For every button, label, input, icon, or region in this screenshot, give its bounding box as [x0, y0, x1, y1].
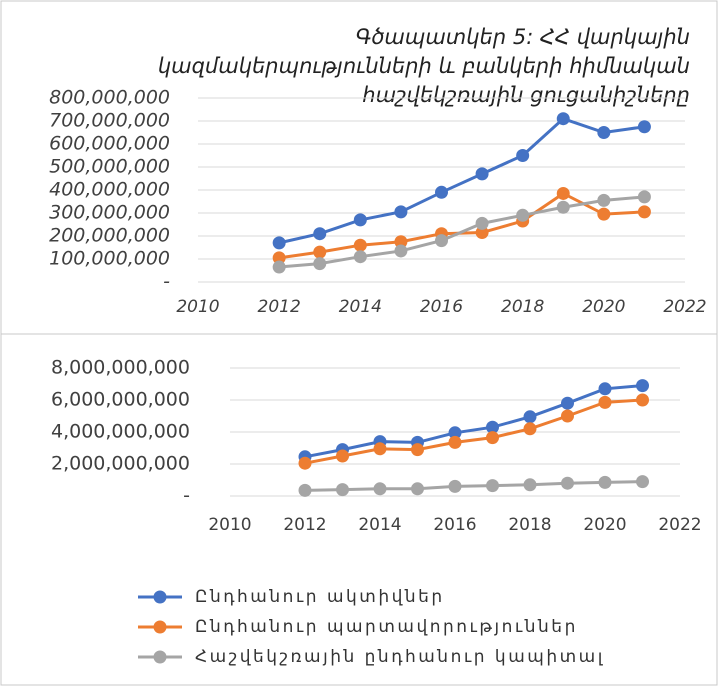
y-tick-label: - — [183, 485, 190, 507]
legend-label: Հաշվեկշռային ընդհանուր կապիտալ — [195, 647, 605, 667]
data-point — [636, 475, 649, 489]
series-line — [278, 116, 645, 245]
data-point — [411, 443, 424, 457]
x-tick-label: 2020 — [582, 297, 625, 317]
data-point — [373, 442, 387, 456]
y-tick-label: 4,000,000,000 — [51, 421, 190, 443]
data-point — [556, 186, 570, 200]
x-tick-label: 2014 — [339, 297, 382, 317]
data-point — [394, 235, 408, 249]
data-point — [556, 112, 570, 126]
y-tick-label: 2,000,000,000 — [51, 453, 190, 475]
data-point — [556, 200, 570, 214]
legend-marker — [153, 650, 167, 664]
data-point — [637, 190, 651, 204]
data-point — [523, 422, 537, 436]
legend-label: Ընդհանուր պարտավորություններ — [195, 617, 578, 637]
x-tick-label: 2014 — [358, 515, 401, 535]
x-tick-label: 2022 — [658, 515, 701, 535]
data-point — [313, 257, 327, 271]
data-point — [597, 126, 611, 139]
y-tick-label: 700,000,000 — [49, 110, 170, 132]
y-tick-label: 200,000,000 — [49, 225, 170, 247]
data-point — [523, 478, 537, 492]
data-point — [597, 193, 611, 207]
y-tick-label: 500,000,000 — [49, 156, 170, 178]
data-point — [394, 205, 408, 219]
data-point — [561, 476, 574, 490]
data-point — [272, 251, 286, 265]
data-point — [637, 205, 651, 219]
data-point — [313, 245, 327, 259]
x-tick-label: 2016 — [420, 297, 463, 317]
y-tick-label: 300,000,000 — [49, 202, 170, 224]
series-line — [304, 384, 643, 459]
data-point — [411, 482, 424, 496]
data-point — [448, 426, 462, 440]
y-tick-label: 100,000,000 — [49, 248, 170, 270]
series-line — [304, 398, 643, 465]
y-tick-label: 800,000,000 — [49, 87, 170, 109]
y-tick-label: 600,000,000 — [49, 133, 170, 155]
data-point — [486, 479, 499, 493]
data-point — [353, 213, 367, 227]
legend-label: Ընդհանուր ակտիվներ — [195, 587, 445, 607]
x-tick-label: 2012 — [258, 297, 301, 317]
data-point — [598, 382, 612, 396]
series-line — [279, 195, 645, 269]
x-tick-label: 2020 — [583, 515, 626, 535]
x-tick-label: 2018 — [508, 515, 551, 535]
data-point — [448, 479, 462, 493]
data-point — [336, 449, 349, 463]
data-point — [353, 250, 367, 264]
data-point — [373, 482, 387, 496]
data-point — [313, 227, 327, 241]
legend-marker — [153, 590, 167, 604]
x-tick-label: 2012 — [283, 515, 326, 535]
legend-marker — [153, 620, 167, 634]
chart-title: Գծապատկեր 5: ՀՀ վարկային — [356, 25, 690, 49]
data-point — [636, 379, 649, 393]
data-point — [435, 185, 448, 199]
y-tick-label: 8,000,000,000 — [51, 357, 190, 379]
data-point — [353, 238, 367, 252]
x-tick-label: 2010 — [208, 515, 251, 535]
data-point — [272, 236, 286, 250]
data-point — [298, 456, 312, 470]
data-point — [516, 149, 530, 162]
x-tick-label: 2016 — [433, 515, 476, 535]
data-point — [475, 167, 489, 181]
data-point — [336, 483, 349, 497]
x-tick-label: 2022 — [663, 297, 706, 317]
data-point — [272, 260, 286, 274]
data-point — [516, 208, 530, 222]
data-point — [394, 244, 408, 258]
chart-title: կազմակերպությունների և բանկերի հիմնական — [158, 54, 690, 78]
data-point — [475, 216, 489, 230]
data-point — [636, 393, 649, 407]
data-point — [486, 420, 499, 434]
data-point — [298, 483, 312, 497]
data-point — [435, 234, 448, 248]
data-point — [561, 409, 574, 423]
data-point — [637, 120, 651, 134]
x-tick-label: 2018 — [501, 297, 544, 317]
data-point — [475, 226, 489, 240]
y-tick-label: 400,000,000 — [49, 179, 170, 201]
data-point — [598, 475, 612, 489]
chart-title: հաշվեկշռային ցուցանիշները — [362, 83, 690, 107]
y-tick-label: - — [163, 271, 170, 293]
data-point — [523, 410, 537, 424]
data-point — [448, 435, 462, 449]
x-tick-label: 2010 — [176, 297, 219, 317]
data-point — [561, 396, 574, 410]
data-point — [486, 431, 499, 445]
y-tick-label: 6,000,000,000 — [51, 389, 190, 411]
series-line — [304, 480, 643, 492]
data-point — [598, 395, 612, 409]
data-point — [597, 207, 611, 221]
